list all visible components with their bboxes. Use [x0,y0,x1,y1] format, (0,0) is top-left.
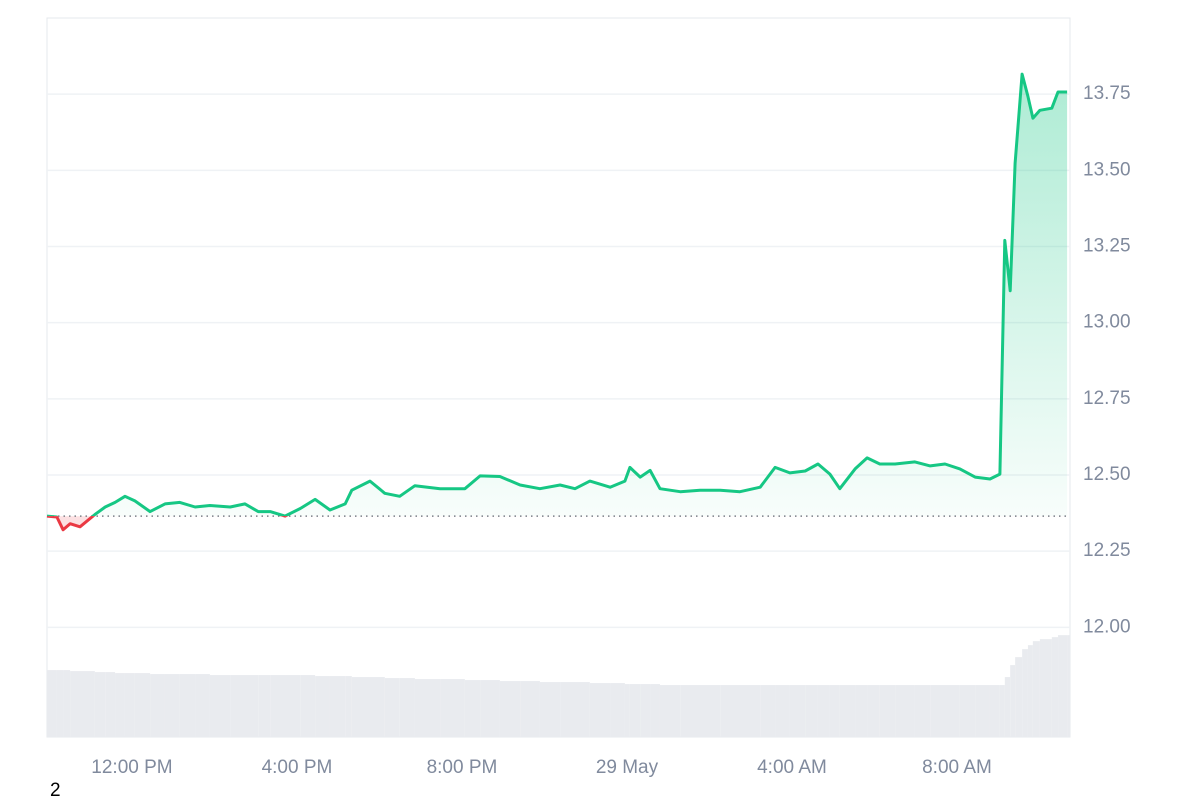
volume-bar [989,685,1000,737]
volume-bar [230,675,245,737]
volume-bar [209,675,231,737]
volume-bar [285,675,301,737]
footer-note: 2 [50,780,61,800]
x-tick-label: 29 May [596,757,659,778]
x-tick-label: 4:00 PM [262,757,333,778]
volume-bar [1058,635,1068,737]
volume-bar [258,675,271,737]
y-tick-label: 13.50 [1083,159,1131,180]
volume-bar [760,685,776,737]
y-tick-label: 13.25 [1083,236,1131,257]
y-tick-label: 12.25 [1083,540,1131,561]
volume-bar [164,674,180,737]
volume-bar [70,671,80,737]
volume-bar [720,685,740,737]
volume-bar [480,680,500,737]
volume-bar [699,685,721,737]
volume-bar [369,677,385,737]
y-tick-label: 12.00 [1083,616,1131,637]
volume-bar [105,672,116,737]
volume-bar [63,670,71,737]
volume-bar [560,682,575,737]
volume-bar [179,674,196,737]
volume-bar [499,681,521,737]
volume-bar [640,684,651,737]
volume-bar [1039,639,1052,737]
volume-bar [1022,649,1028,737]
volume-bar [624,684,630,737]
volume-bar [464,680,481,737]
volume-bar [867,685,880,737]
y-tick-label: 13.00 [1083,312,1131,333]
volume-bar [610,683,625,737]
volume-bar [1010,665,1016,737]
volume-bar [895,685,915,737]
volume-bar [414,679,441,737]
volume-bar [124,673,135,737]
volume-bar [959,685,976,737]
volume-bar [134,673,151,737]
volume-bar [80,671,95,737]
volume-bar [47,670,57,737]
volume-bar [245,675,259,737]
volume-bar [975,685,990,737]
volume-bar [775,685,790,737]
volume-bar [94,672,106,737]
volume-bar [115,673,125,737]
volume-bar [399,678,415,737]
volume-bar [817,685,830,737]
plot-frame [46,17,1071,738]
volume-bar [629,684,641,737]
price-line-up [46,72,1068,517]
volume-bar [659,685,681,737]
volume-bar [520,681,540,737]
volume-bar [829,685,840,737]
volume-bar [805,685,818,737]
volume-bar [539,682,561,737]
volume-bar [914,685,931,737]
x-tick-label: 8:00 AM [922,757,992,778]
volume-bar [879,685,896,737]
volume-bar [1015,657,1023,737]
volume-bar [839,685,856,737]
volume-bar [1067,635,1070,737]
volume-bar [150,674,165,737]
volume-bar [351,677,370,737]
volume-bar [300,675,316,737]
volume-bar [789,685,806,737]
volume-bar [999,685,1005,737]
volume-bar [1051,637,1059,737]
volume-bar [945,685,960,737]
y-tick-label: 12.75 [1083,388,1131,409]
x-tick-label: 4:00 AM [757,757,827,778]
y-tick-label: 13.75 [1083,83,1131,104]
volume-bar [855,685,868,737]
volume-bar [1032,641,1040,737]
volume-bar [575,682,590,737]
volume-bar [740,685,761,737]
volume-bar [440,679,465,737]
volume-bar [270,675,286,737]
volume-bar [680,685,700,737]
volume-bar [345,676,352,737]
volume-bar [589,683,611,737]
volume-bar [56,670,64,737]
volume-bar [315,676,330,737]
volume-bar [650,684,660,737]
volume-bar [930,685,946,737]
volume-bar [1027,645,1033,737]
volume-bar [195,674,210,737]
x-tick-label: 8:00 PM [427,757,498,778]
volume-bar [1004,677,1011,737]
volume-bar [329,676,346,737]
y-tick-label: 12.50 [1083,464,1131,485]
x-tick-label: 12:00 PM [91,757,172,778]
volume-bar [384,678,400,737]
